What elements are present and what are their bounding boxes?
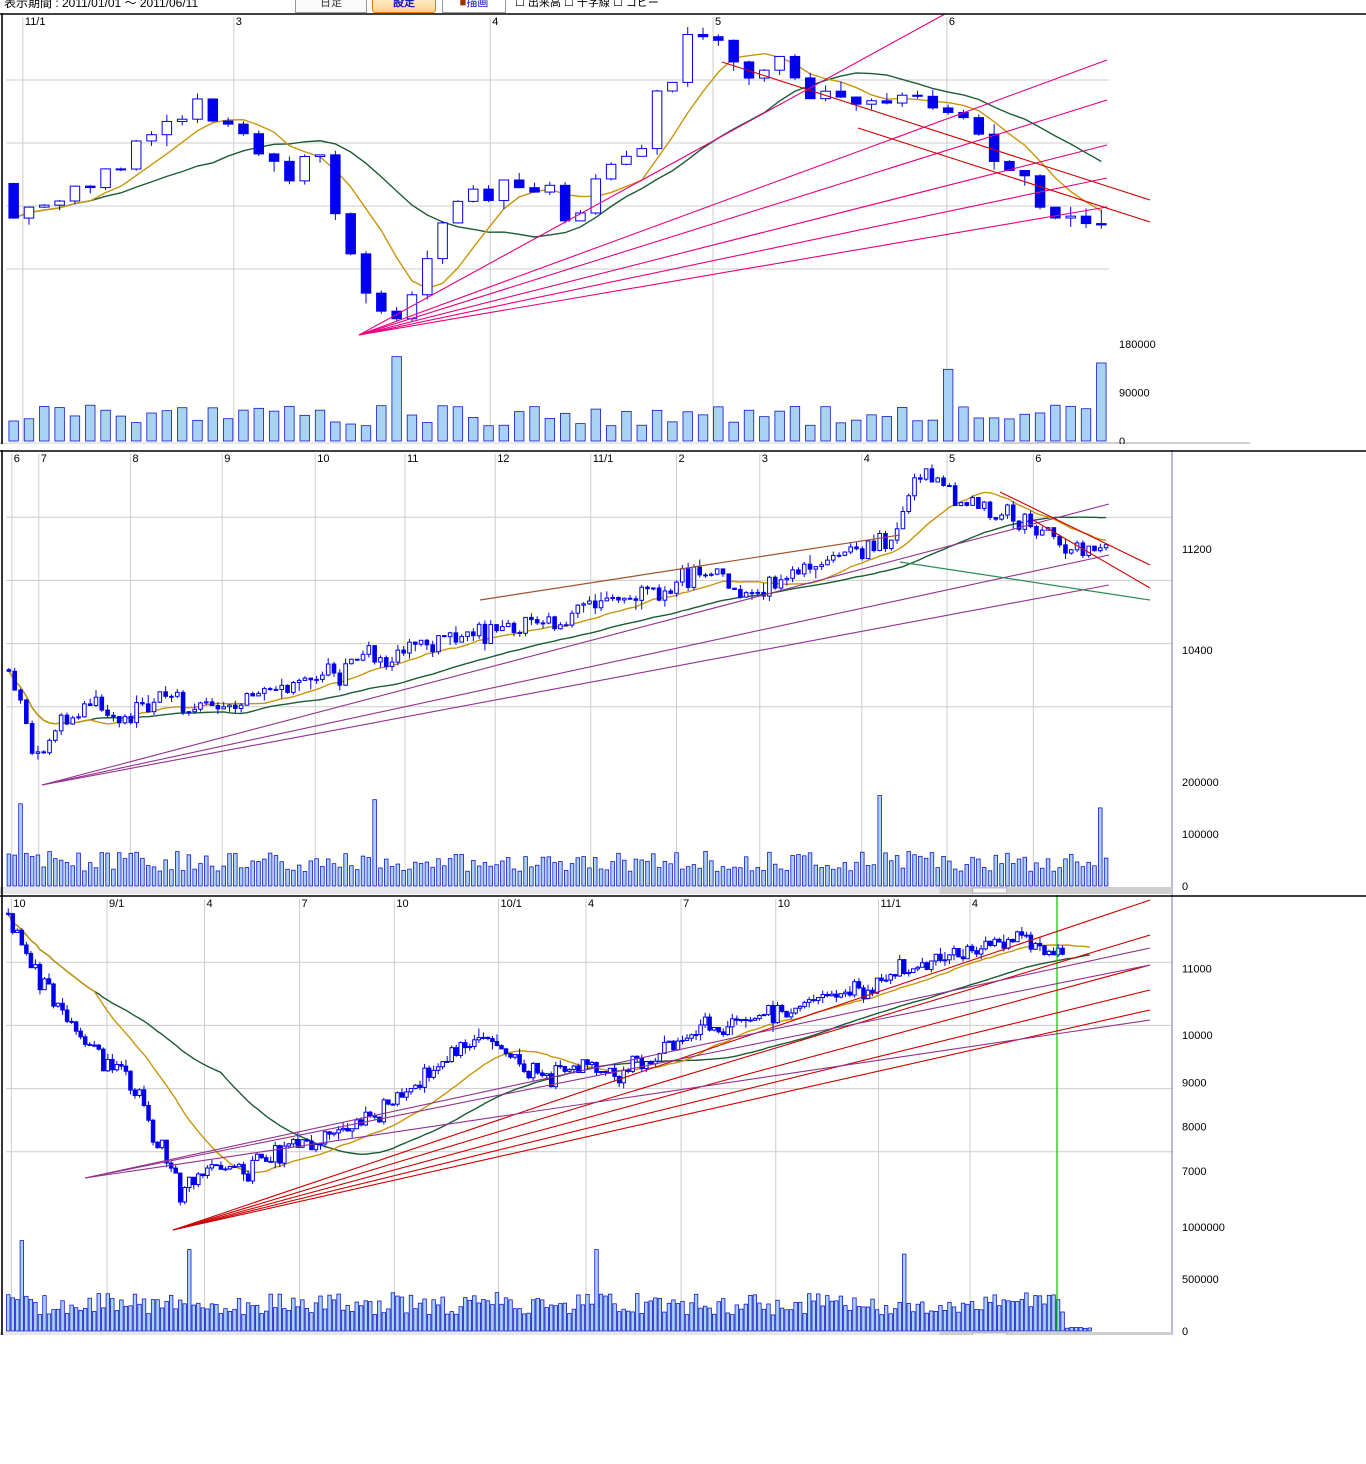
- svg-text:7: 7: [302, 898, 308, 910]
- svg-text:9: 9: [224, 453, 230, 465]
- svg-text:11: 11: [407, 453, 418, 465]
- svg-text:10: 10: [396, 898, 408, 910]
- svg-text:8: 8: [133, 453, 139, 465]
- svg-text:4: 4: [492, 16, 498, 28]
- svg-text:7: 7: [683, 898, 689, 910]
- svg-text:500000: 500000: [1182, 1274, 1219, 1286]
- svg-text:2: 2: [679, 453, 685, 465]
- svg-text:6: 6: [949, 16, 955, 28]
- svg-text:3: 3: [236, 16, 242, 28]
- svg-text:4: 4: [864, 453, 870, 465]
- svg-text:6: 6: [1035, 453, 1041, 465]
- svg-text:8000: 8000: [1182, 1122, 1206, 1134]
- svg-text:11/1: 11/1: [25, 16, 46, 28]
- svg-text:12: 12: [497, 453, 509, 465]
- svg-text:11000: 11000: [1182, 964, 1212, 976]
- svg-text:180000: 180000: [1119, 339, 1156, 351]
- svg-text:9000: 9000: [1182, 1077, 1206, 1089]
- svg-text:200000: 200000: [1182, 777, 1219, 789]
- svg-text:10000: 10000: [1182, 1030, 1213, 1042]
- svg-text:10: 10: [317, 453, 329, 465]
- svg-text:5: 5: [949, 453, 955, 465]
- svg-text:7000: 7000: [1182, 1166, 1206, 1178]
- svg-text:5: 5: [715, 16, 721, 28]
- svg-text:100000: 100000: [1182, 829, 1219, 841]
- svg-text:0: 0: [1119, 436, 1125, 444]
- svg-text:4: 4: [972, 898, 978, 910]
- svg-text:10: 10: [778, 898, 790, 910]
- svg-text:11/1: 11/1: [593, 453, 614, 465]
- svg-text:90000: 90000: [1119, 388, 1150, 400]
- svg-text:7: 7: [41, 453, 47, 465]
- svg-text:0: 0: [1182, 881, 1188, 893]
- svg-text:3: 3: [762, 453, 768, 465]
- svg-text:6: 6: [14, 453, 20, 465]
- svg-text:9/1: 9/1: [109, 898, 124, 910]
- svg-text:11200: 11200: [1182, 544, 1212, 556]
- svg-text:1000000: 1000000: [1182, 1222, 1225, 1234]
- svg-text:4: 4: [588, 898, 594, 910]
- svg-text:0: 0: [1182, 1326, 1188, 1335]
- svg-text:10400: 10400: [1182, 645, 1213, 657]
- svg-text:10/1: 10/1: [501, 898, 522, 910]
- svg-text:10: 10: [13, 898, 25, 910]
- svg-text:11/1: 11/1: [881, 898, 902, 910]
- svg-text:4: 4: [207, 898, 213, 910]
